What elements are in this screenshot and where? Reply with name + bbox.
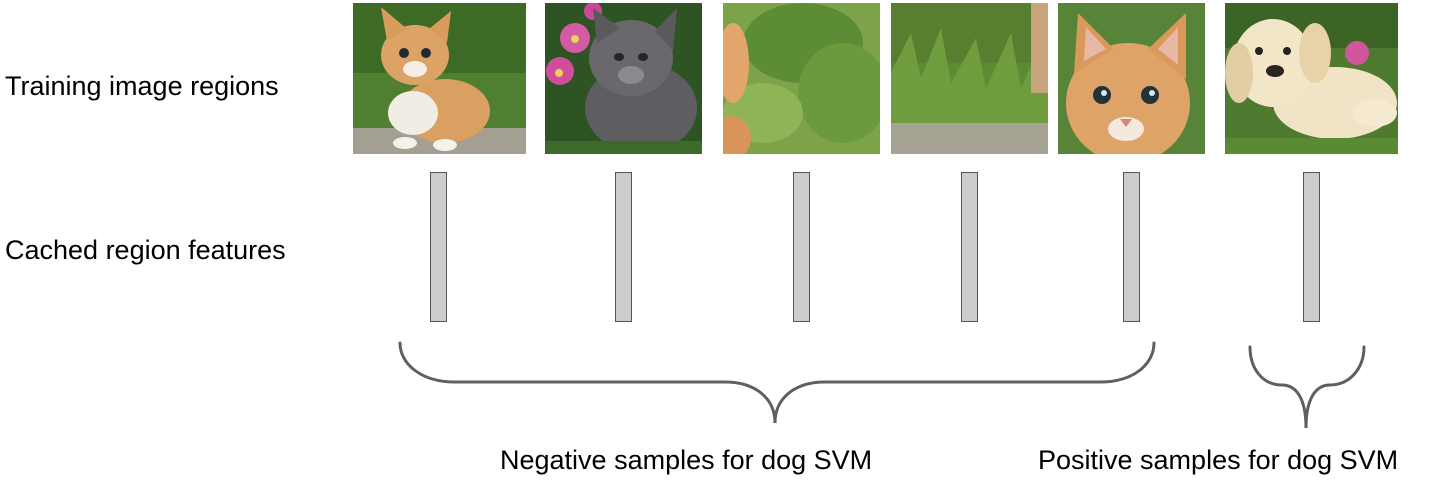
- feature-vector-6: [1303, 172, 1320, 322]
- positive-samples-caption: Positive samples for dog SVM: [1038, 445, 1399, 475]
- region-dog-puppy: [1225, 3, 1398, 154]
- negative-samples-caption: Negative samples for dog SVM: [500, 445, 873, 475]
- region-kitten-sitting: [353, 3, 526, 154]
- feature-vector-2: [615, 172, 632, 322]
- region-gray-kitten: [545, 3, 702, 154]
- positive-samples-brace: [1248, 345, 1366, 429]
- training-image-regions-label: Training image regions: [5, 71, 279, 101]
- region-kitten-face: [1058, 3, 1205, 154]
- region-grass-and-rock: [891, 3, 1048, 154]
- feature-vector-4: [961, 172, 978, 322]
- feature-vector-1: [430, 172, 447, 322]
- cached-region-features-label: Cached region features: [5, 235, 286, 265]
- feature-vector-3: [793, 172, 810, 322]
- region-blurry-grass: [723, 3, 880, 154]
- feature-vector-5: [1123, 172, 1140, 322]
- negative-samples-brace: [398, 341, 1156, 424]
